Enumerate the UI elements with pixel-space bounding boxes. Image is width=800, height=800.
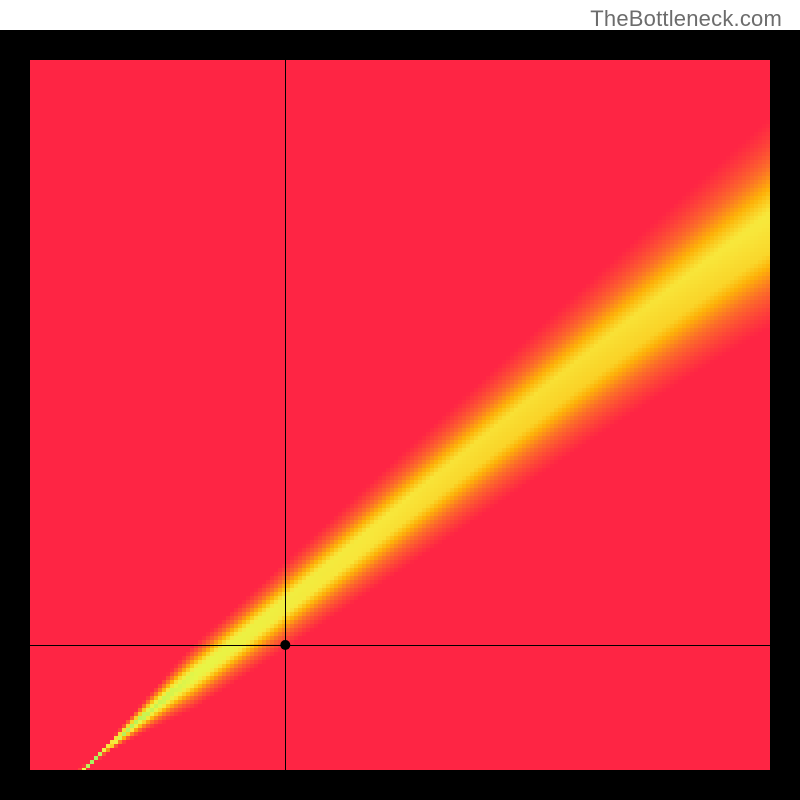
heatmap-canvas: [0, 30, 800, 800]
watermark-text: TheBottleneck.com: [590, 6, 782, 32]
heatmap-container: [0, 30, 800, 800]
